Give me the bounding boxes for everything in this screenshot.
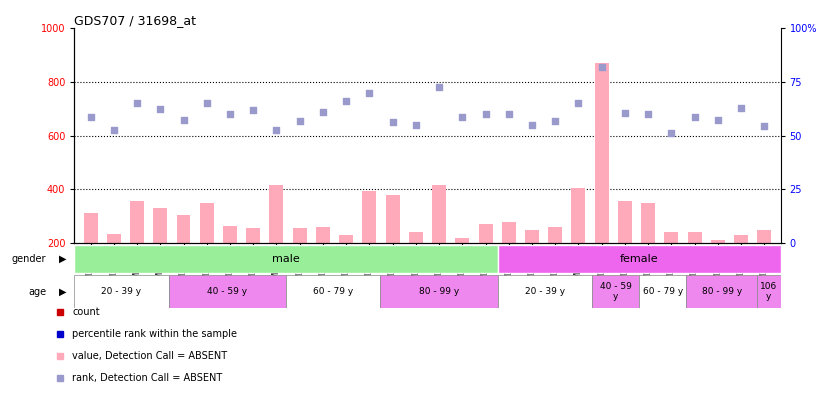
Bar: [478, 224, 492, 243]
Point: [177, 116, 190, 123]
Text: age: age: [28, 287, 46, 296]
Point: [525, 122, 539, 128]
Bar: [641, 203, 655, 243]
Text: 80 - 99 y: 80 - 99 y: [419, 287, 459, 296]
Text: GDS707 / 31698_at: GDS707 / 31698_at: [74, 14, 197, 27]
Point: [247, 107, 260, 113]
Bar: [548, 227, 563, 243]
Point: [433, 84, 446, 91]
Bar: [223, 226, 237, 243]
Bar: [380, 275, 498, 308]
Bar: [757, 230, 771, 243]
Bar: [639, 275, 686, 308]
Point: [595, 64, 608, 70]
Text: 106
y: 106 y: [760, 282, 777, 301]
Bar: [432, 185, 446, 243]
Text: ▶: ▶: [59, 254, 66, 264]
Bar: [74, 245, 498, 273]
Point: [200, 100, 213, 107]
Point: [293, 118, 306, 124]
Text: female: female: [620, 254, 658, 264]
Text: 20 - 39 y: 20 - 39 y: [525, 287, 565, 296]
Point: [734, 104, 748, 111]
Point: [409, 122, 422, 128]
Point: [688, 114, 701, 120]
Bar: [269, 185, 283, 243]
Bar: [498, 275, 592, 308]
Point: [339, 98, 353, 104]
Point: [363, 90, 376, 96]
Bar: [200, 203, 214, 243]
Text: male: male: [273, 254, 300, 264]
Bar: [618, 201, 632, 243]
Text: value, Detection Call = ABSENT: value, Detection Call = ABSENT: [73, 351, 227, 361]
Text: gender: gender: [12, 254, 46, 264]
Point: [316, 108, 330, 115]
Point: [223, 111, 236, 117]
Point: [270, 127, 283, 134]
Bar: [734, 235, 748, 243]
Bar: [386, 195, 400, 243]
Text: 40 - 59 y: 40 - 59 y: [207, 287, 248, 296]
Point: [107, 127, 121, 134]
Bar: [130, 201, 144, 243]
Point: [131, 100, 144, 107]
Point: [619, 110, 632, 116]
Bar: [757, 275, 781, 308]
Bar: [664, 232, 678, 243]
Text: rank, Detection Call = ABSENT: rank, Detection Call = ABSENT: [73, 373, 222, 383]
Bar: [316, 227, 330, 243]
Bar: [525, 230, 539, 243]
Bar: [107, 234, 121, 243]
Point: [456, 114, 469, 120]
Bar: [592, 275, 639, 308]
Bar: [711, 240, 724, 243]
Bar: [455, 238, 469, 243]
Point: [665, 130, 678, 136]
Text: 40 - 59
y: 40 - 59 y: [600, 282, 632, 301]
Point: [386, 119, 399, 126]
Text: count: count: [73, 307, 100, 317]
Bar: [339, 235, 353, 243]
Point: [154, 106, 167, 112]
Text: 60 - 79 y: 60 - 79 y: [313, 287, 354, 296]
Bar: [686, 275, 757, 308]
Bar: [501, 222, 515, 243]
Point: [548, 118, 562, 124]
Point: [479, 111, 492, 117]
Bar: [292, 228, 306, 243]
Point: [502, 111, 515, 117]
Bar: [363, 191, 377, 243]
Text: 60 - 79 y: 60 - 79 y: [643, 287, 683, 296]
Bar: [154, 208, 167, 243]
Bar: [177, 215, 191, 243]
Bar: [169, 275, 286, 308]
Text: 80 - 99 y: 80 - 99 y: [701, 287, 742, 296]
Point: [711, 116, 724, 123]
Point: [642, 111, 655, 117]
Bar: [286, 275, 380, 308]
Point: [572, 100, 585, 107]
Bar: [74, 275, 169, 308]
Text: percentile rank within the sample: percentile rank within the sample: [73, 329, 237, 339]
Bar: [687, 232, 701, 243]
Text: 20 - 39 y: 20 - 39 y: [102, 287, 141, 296]
Bar: [246, 228, 260, 243]
Point: [84, 114, 97, 120]
Text: ▶: ▶: [59, 287, 66, 296]
Bar: [83, 213, 97, 243]
Bar: [498, 245, 781, 273]
Point: [757, 123, 771, 130]
Bar: [595, 63, 609, 243]
Bar: [409, 232, 423, 243]
Bar: [572, 188, 586, 243]
